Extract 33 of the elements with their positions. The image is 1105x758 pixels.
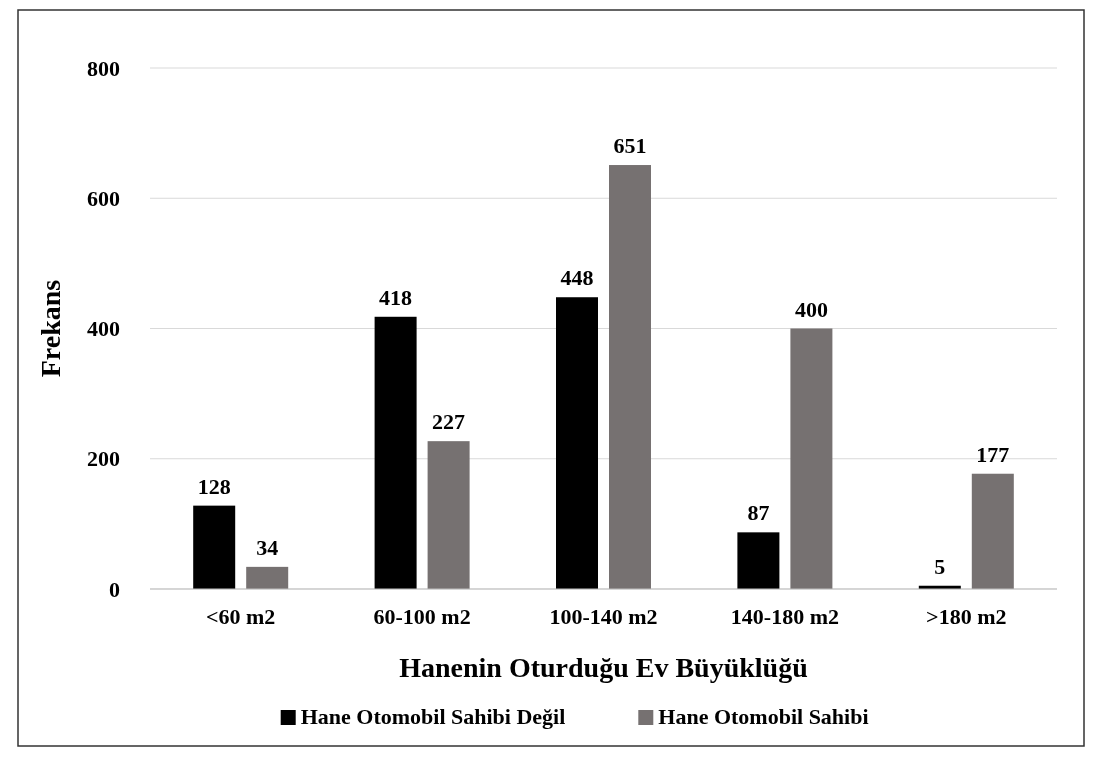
data-label: 34 bbox=[256, 534, 279, 560]
y-tick-label: 400 bbox=[87, 316, 120, 342]
y-tick-label: 800 bbox=[87, 55, 120, 81]
y-tick-label: 0 bbox=[109, 576, 120, 602]
bar bbox=[556, 297, 598, 589]
bar bbox=[427, 441, 470, 589]
data-label: 448 bbox=[560, 265, 594, 291]
bar bbox=[246, 566, 289, 589]
data-label: 87 bbox=[747, 500, 770, 526]
data-label: 227 bbox=[432, 409, 466, 435]
y-tick-label: 200 bbox=[87, 446, 120, 472]
x-tick-label: 100-140 m2 bbox=[549, 604, 658, 629]
x-tick-label: >180 m2 bbox=[926, 604, 1007, 629]
legend-label: Hane Otomobil Sahibi bbox=[658, 704, 869, 729]
bar bbox=[193, 505, 236, 589]
data-label: 177 bbox=[976, 441, 1010, 467]
bar bbox=[737, 532, 780, 589]
legend-label: Hane Otomobil Sahibi Değil bbox=[300, 704, 566, 729]
x-tick-label: 60-100 m2 bbox=[373, 604, 471, 629]
bar bbox=[971, 473, 1014, 589]
x-tick-label: 140-180 m2 bbox=[730, 604, 839, 629]
data-label: 651 bbox=[613, 133, 647, 159]
data-label: 5 bbox=[934, 553, 946, 579]
data-label: 418 bbox=[379, 284, 413, 310]
data-label: 400 bbox=[794, 296, 828, 322]
bar bbox=[374, 316, 417, 589]
y-axis-title: Frekans bbox=[35, 279, 66, 378]
x-tick-label: <60 m2 bbox=[206, 604, 276, 629]
x-axis-title: Hanenin Oturduğu Ev Büyüklüğü bbox=[399, 652, 808, 683]
bar bbox=[790, 328, 833, 589]
bar bbox=[609, 165, 651, 589]
y-tick-label: 600 bbox=[87, 185, 120, 211]
data-label: 128 bbox=[197, 473, 231, 499]
